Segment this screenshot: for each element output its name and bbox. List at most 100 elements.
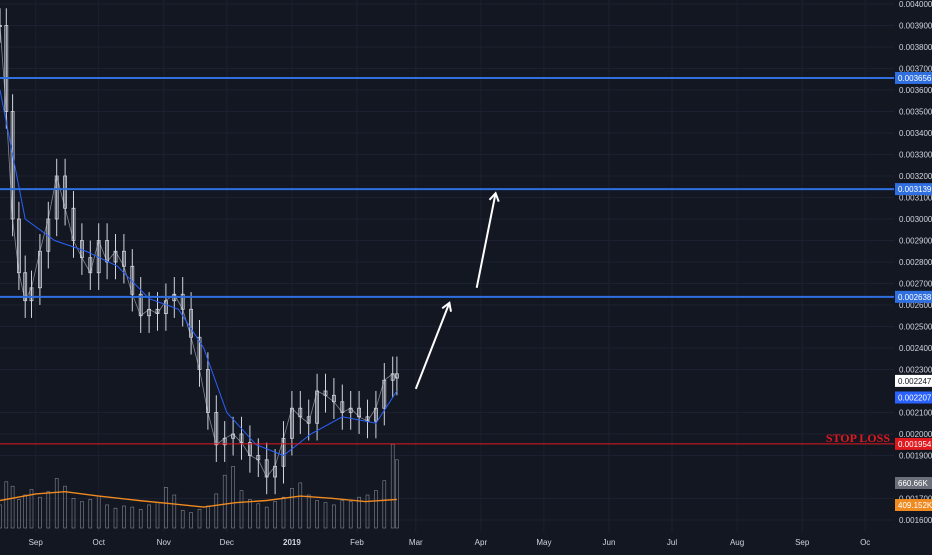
price-tick-label: 0.003300 — [899, 151, 932, 160]
volume-bar — [214, 493, 219, 529]
price-tick-label: 0.002700 — [899, 280, 932, 289]
volume-bar — [10, 485, 15, 529]
price-tick-label: 0.002100 — [899, 409, 932, 418]
volume-bar — [23, 494, 28, 529]
price-tick-label: 0.002500 — [899, 323, 932, 332]
price-tick-label: 0.003400 — [899, 129, 932, 138]
price-tick-label: 0.003500 — [899, 108, 932, 117]
price-tick-label: 0.002300 — [899, 366, 932, 375]
volume-bar — [122, 505, 126, 529]
volume-bar — [222, 474, 227, 529]
volume-bar — [172, 494, 177, 529]
volume-bar — [54, 478, 59, 529]
volume-layer — [0, 444, 399, 529]
price-tick-label: 0.002600 — [899, 301, 932, 310]
time-axis[interactable]: Sep Oct Nov Dec 2019 Feb Mar Apr May Jun Jul Aug Sep… — [29, 538, 871, 547]
time-tick-label: 2019 — [283, 538, 301, 547]
volume-bar — [365, 494, 370, 529]
volume-bar — [395, 459, 399, 529]
time-tick-label: Jun — [603, 538, 616, 547]
time-tick-label: Aug — [730, 538, 744, 547]
price-tick-label: 0.004000 — [899, 0, 932, 9]
time-tick-label: Feb — [350, 538, 364, 547]
price-tick-label: 0.003600 — [899, 86, 932, 95]
price-tick-label: 0.003800 — [899, 43, 932, 52]
volume-bar — [264, 506, 269, 529]
level-price-label: 0.003139 — [898, 185, 932, 194]
price-tick-label: 0.002000 — [899, 430, 932, 439]
price-tick-label: 0.003900 — [899, 22, 932, 31]
volume-bar — [239, 490, 244, 529]
volume-bar — [323, 502, 328, 529]
volume-bar — [113, 507, 118, 529]
time-tick-label: Sep — [29, 538, 44, 547]
price-tick-label: 0.002800 — [899, 258, 932, 267]
volume-bar — [390, 444, 395, 529]
volume-badge — [895, 499, 932, 511]
price-tick-label: 0.003100 — [899, 194, 932, 203]
time-tick-label: Dec — [220, 538, 234, 547]
current-price-label: 0.002247 — [898, 377, 932, 386]
volume-bar — [80, 501, 84, 529]
volume-label: 409.152K — [898, 501, 932, 510]
ma-value-badge — [895, 391, 932, 404]
volume-bar — [290, 488, 294, 529]
volume-bar — [147, 504, 151, 529]
volume-bar — [164, 486, 168, 529]
moving-average-line — [0, 89, 398, 457]
trend-arrow-shaft — [475, 193, 497, 288]
stop-loss-price-label: 0.001954 — [898, 440, 932, 449]
volume-bar — [180, 510, 185, 529]
volume-bar — [0, 504, 2, 529]
volume-bar — [46, 491, 51, 529]
volume-bar — [4, 481, 9, 529]
time-tick-label: Apr — [475, 538, 488, 547]
volume-bar — [306, 494, 311, 529]
volume-ma-line — [0, 490, 397, 508]
volume-bar — [130, 506, 135, 529]
price-tick-label: 0.003200 — [899, 172, 932, 181]
volume-bar — [248, 499, 252, 529]
volume-bar — [105, 504, 109, 529]
price-tick-label: 0.003700 — [899, 65, 932, 74]
volume-bar — [382, 480, 387, 529]
volume-bar — [374, 490, 378, 529]
volume-bar — [256, 503, 261, 529]
level-price-badge — [895, 71, 932, 84]
time-tick-label: Nov — [157, 538, 171, 547]
stop-loss-badge — [895, 437, 932, 450]
volume-bar — [63, 485, 67, 529]
price-badges: 0.003656 0.003139 0.002638 0.001954 0.002247… — [895, 71, 932, 511]
volume-bar — [315, 500, 319, 529]
volume-bar — [197, 508, 202, 529]
price-axis-background — [894, 0, 932, 550]
level-layer: STOP LOSS — [0, 76, 894, 445]
volume-bar — [71, 497, 76, 529]
volume-bar — [88, 499, 93, 529]
volume-bar — [29, 489, 34, 529]
time-axis-background — [0, 532, 932, 550]
time-tick-label: Oc — [860, 538, 870, 547]
time-tick-label: Sep — [795, 538, 810, 547]
price-tick-label: 0.002900 — [899, 237, 932, 246]
price-tick-label: 0.002400 — [899, 344, 932, 353]
volume-bar — [332, 504, 336, 529]
volume-badge — [895, 477, 932, 489]
volume-bar — [281, 496, 286, 529]
time-tick-label: Oct — [92, 538, 105, 547]
trend-arrow-head — [488, 191, 500, 202]
price-tick-label: 0.003000 — [899, 215, 932, 224]
ma-value-label: 0.002207 — [898, 393, 932, 402]
trend-arrow-head — [441, 301, 452, 312]
level-price-badge — [895, 183, 932, 196]
volume-bar — [348, 501, 353, 529]
time-tick-label: Jul — [667, 538, 677, 547]
volume-bar — [38, 496, 42, 529]
stop-loss-text: STOP LOSS — [826, 431, 890, 445]
price-axis[interactable]: 0.004000 0.003900 0.003800 0.003700 0.003600… — [899, 0, 932, 525]
time-tick-label: Mar — [409, 538, 423, 547]
arrow-layer — [414, 191, 500, 390]
